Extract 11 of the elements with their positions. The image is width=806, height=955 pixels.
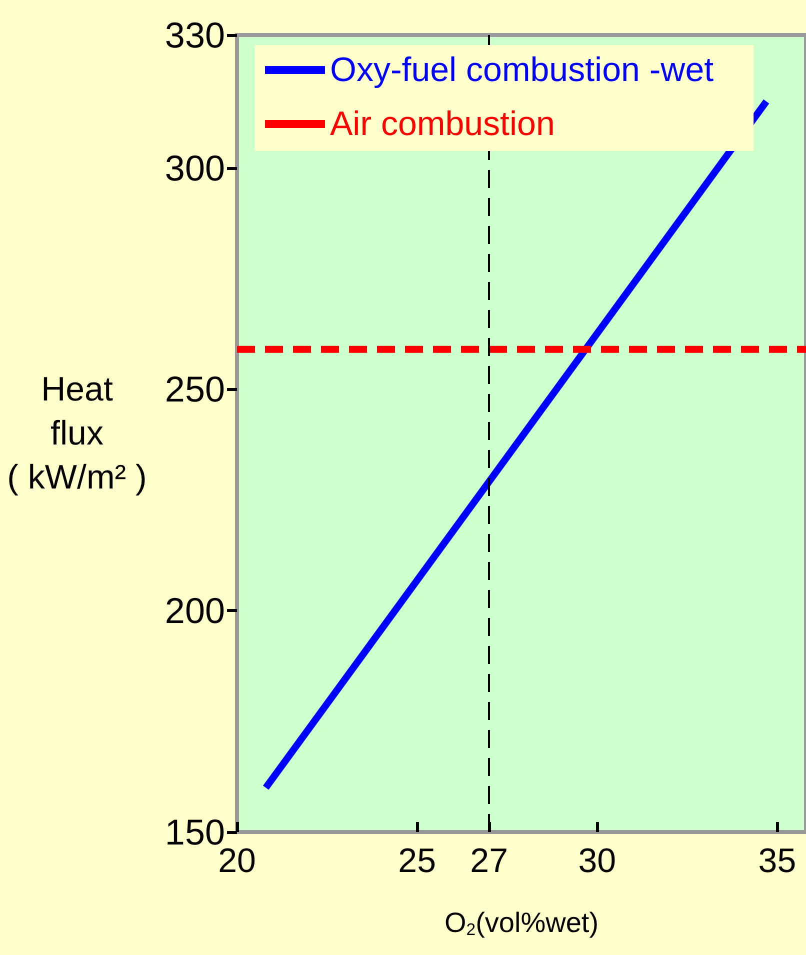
y-axis-title: Heat flux ( kW/m² ) [7, 370, 147, 496]
legend-label: Air combustion [330, 105, 555, 143]
y-tick-label: 250 [164, 368, 225, 410]
x-tick-label: 25 [398, 842, 436, 880]
y-tick-label: 200 [164, 590, 225, 632]
y-tick-label: 330 [164, 14, 225, 56]
legend-label: Oxy-fuel combustion -wet [330, 51, 714, 89]
x-tick-label: 35 [758, 842, 796, 880]
x-tick-label: 30 [578, 842, 616, 880]
x-tick-label: 27 [470, 842, 508, 880]
y-tick-label: 300 [164, 147, 225, 188]
